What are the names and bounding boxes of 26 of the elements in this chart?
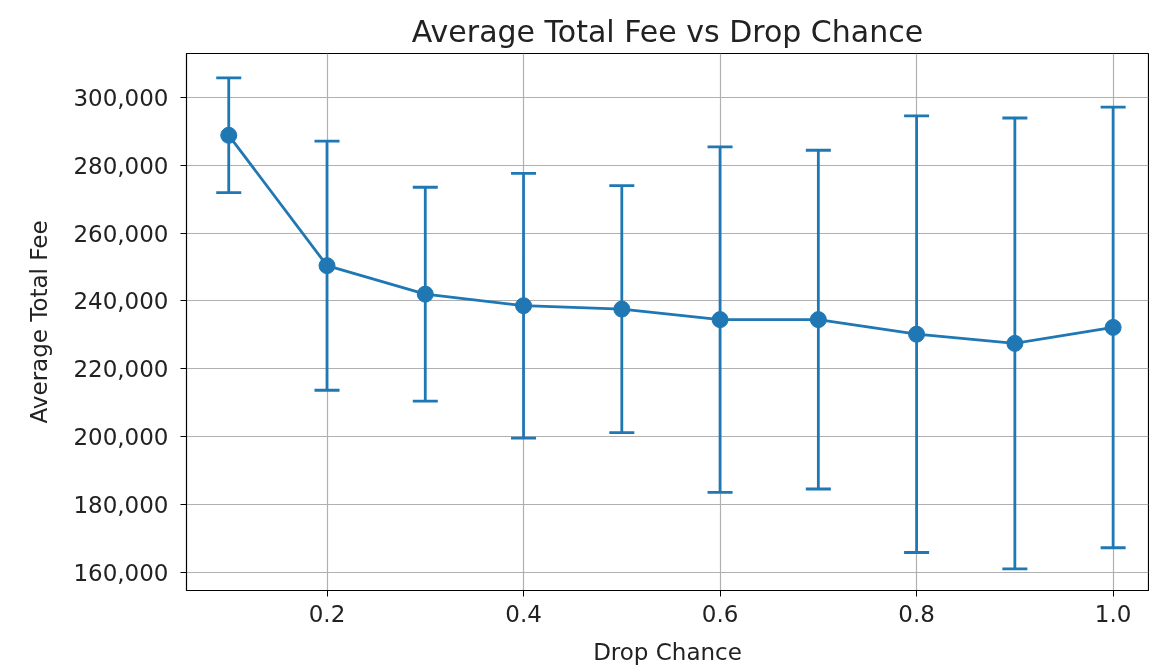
point (711, 311, 729, 329)
y-axis-title: Average Total Fee (26, 220, 53, 424)
point (220, 126, 238, 144)
point (809, 311, 827, 329)
y-tick-label: 200,000 (73, 424, 169, 451)
x-tick-label: 0.8 (898, 600, 935, 627)
y-tick-label: 160,000 (73, 560, 169, 587)
point (908, 325, 926, 343)
x-tick-label: 0.4 (505, 600, 542, 627)
y-tick-label: 220,000 (73, 356, 169, 383)
x-tick-label: 1.0 (1094, 600, 1132, 627)
y-tick-label: 300,000 (73, 84, 169, 111)
point (318, 257, 336, 275)
point (1104, 318, 1122, 336)
point (613, 300, 631, 318)
y-tick-label: 280,000 (73, 152, 169, 179)
point (515, 297, 533, 315)
x-tick-label: 0.6 (701, 600, 739, 627)
point (416, 285, 434, 303)
point (1006, 334, 1024, 352)
y-tick-label: 260,000 (73, 220, 169, 247)
x-tick-label: 0.2 (308, 600, 346, 627)
y-tick-label: 180,000 (73, 492, 169, 519)
chart-title: Average Total Fee vs Drop Chance (411, 13, 924, 49)
y-tick-label: 240,000 (73, 288, 169, 315)
x-axis-title: Drop Chance (593, 638, 742, 665)
